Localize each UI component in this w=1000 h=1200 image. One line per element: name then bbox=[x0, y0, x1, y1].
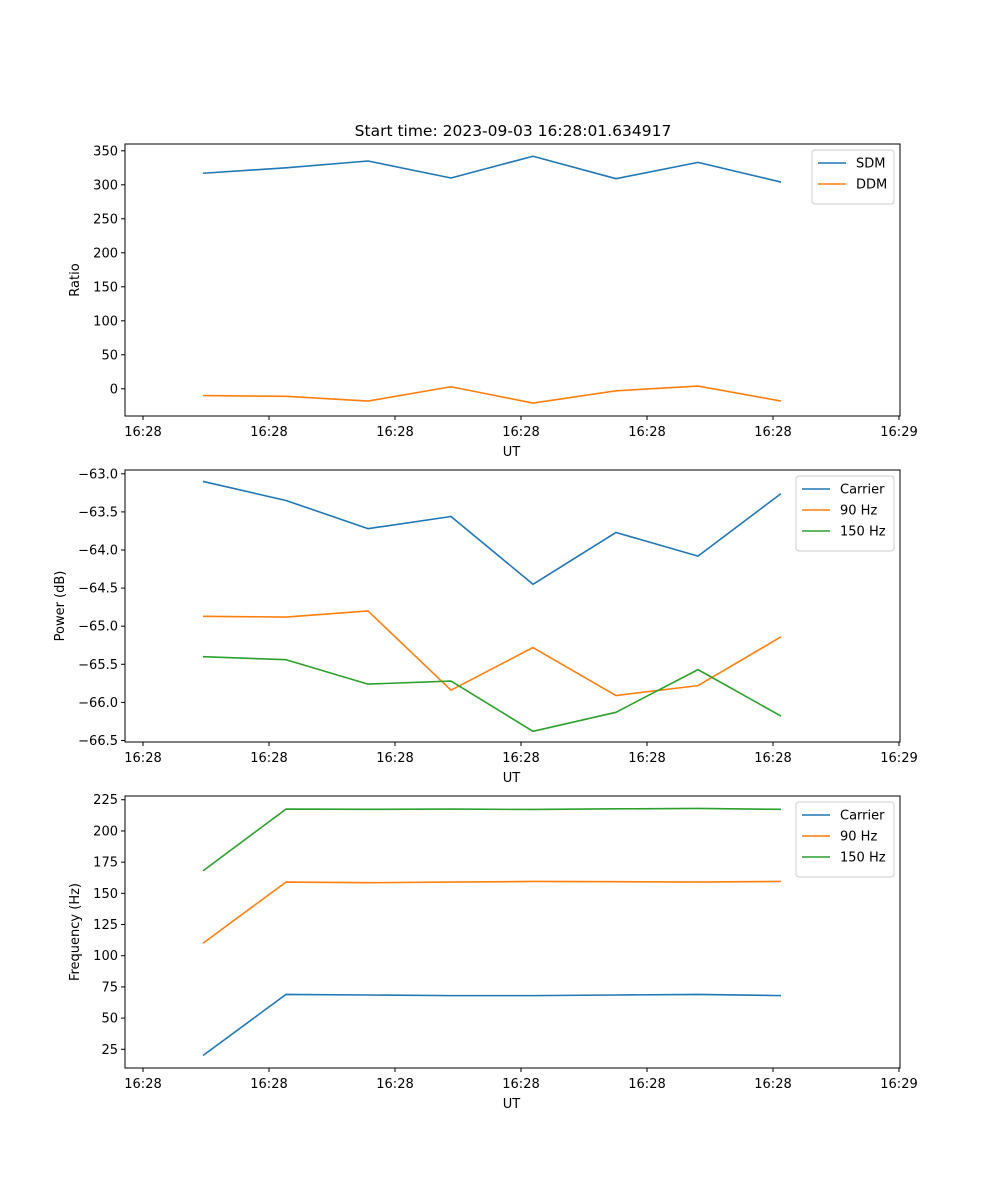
y-tick-label: 175 bbox=[93, 856, 118, 871]
y-tick-label: 75 bbox=[101, 980, 118, 995]
legend-label: 150 Hz bbox=[840, 525, 886, 540]
series-line-90-hz bbox=[202, 610, 782, 697]
x-tick-label: 16:28 bbox=[124, 425, 161, 440]
y-tick-label: 100 bbox=[93, 314, 118, 329]
y-tick-label: 350 bbox=[93, 144, 118, 159]
x-tick-label: 16:28 bbox=[628, 425, 665, 440]
chart-panels: 0 50 100 150 200 250 300 350 UT Ratio SDM DDM 16:28 1… bbox=[53, 143, 918, 1112]
x-tick-label: 16:28 bbox=[124, 1077, 161, 1092]
legend-label: Carrier bbox=[840, 483, 885, 498]
y-axis-label: Frequency (Hz) bbox=[68, 883, 83, 981]
axes-frame bbox=[124, 795, 901, 1069]
chart-panel-3: 25 50 75 100 125 150 175 200 225 UT Frequency (Hz)… bbox=[68, 793, 918, 1112]
legend-label: DDM bbox=[856, 178, 887, 193]
x-tick-label: 16:28 bbox=[502, 751, 539, 766]
x-tick-label: 16:28 bbox=[376, 425, 413, 440]
x-tick-label: 16:28 bbox=[754, 425, 791, 440]
y-tick-label: 50 bbox=[101, 348, 118, 363]
y-tick-label: −66.5 bbox=[78, 734, 118, 749]
chart-panel-2: −66.5 −66.0 −65.5 −65.0 −64.5 −64.0 −63.5 −63.0… bbox=[53, 467, 918, 786]
y-tick-label: −64.0 bbox=[78, 544, 118, 559]
x-tick-label: 16:28 bbox=[250, 425, 287, 440]
y-axis-label: Ratio bbox=[68, 263, 83, 296]
series-line-carrier bbox=[202, 993, 782, 1057]
legend-label: 90 Hz bbox=[840, 504, 877, 519]
axes-frame bbox=[124, 469, 901, 743]
series-line-carrier bbox=[202, 480, 782, 586]
y-tick-label: 100 bbox=[93, 949, 118, 964]
x-tick-label: 16:28 bbox=[628, 1077, 665, 1092]
legend-box bbox=[795, 475, 895, 552]
y-tick-label: 25 bbox=[101, 1043, 118, 1058]
series-line-sdm bbox=[202, 155, 782, 183]
y-tick-label: 150 bbox=[93, 887, 118, 902]
x-tick-label: 16:28 bbox=[502, 1077, 539, 1092]
y-tick-label: −65.0 bbox=[78, 620, 118, 635]
chart-panel-1: 0 50 100 150 200 250 300 350 UT Ratio SDM DDM 16:28 1… bbox=[68, 143, 918, 460]
x-tick-label: 16:28 bbox=[376, 751, 413, 766]
legend-label: Carrier bbox=[840, 809, 885, 824]
series-line-ddm bbox=[202, 385, 782, 404]
x-tick-label: 16:28 bbox=[250, 751, 287, 766]
x-axis-label: UT bbox=[503, 445, 521, 460]
y-tick-label: 200 bbox=[93, 246, 118, 261]
y-tick-label: 300 bbox=[93, 178, 118, 193]
legend-box bbox=[795, 801, 895, 878]
y-tick-label: 150 bbox=[93, 280, 118, 295]
x-tick-label: 16:28 bbox=[754, 1077, 791, 1092]
series-line-90-hz bbox=[202, 880, 782, 944]
x-tick-label: 16:28 bbox=[754, 751, 791, 766]
y-tick-label: 50 bbox=[101, 1012, 118, 1027]
y-axis-label: Power (dB) bbox=[53, 571, 68, 642]
x-axis-label: UT bbox=[503, 1097, 521, 1112]
y-tick-label: 250 bbox=[93, 212, 118, 227]
x-tick-label: 16:28 bbox=[124, 751, 161, 766]
y-tick-label: 125 bbox=[93, 918, 118, 933]
legend-label: SDM bbox=[856, 157, 885, 172]
chart-title: Start time: 2023-09-03 16:28:01.634917 bbox=[355, 122, 672, 140]
x-tick-label: 16:29 bbox=[880, 751, 917, 766]
x-tick-label: 16:28 bbox=[376, 1077, 413, 1092]
y-tick-label: −65.5 bbox=[78, 658, 118, 673]
y-tick-label: −64.5 bbox=[78, 582, 118, 597]
series-line-150-hz bbox=[202, 655, 782, 733]
legend-label: 150 Hz bbox=[840, 851, 886, 866]
x-tick-label: 16:29 bbox=[880, 1077, 917, 1092]
y-tick-label: −63.5 bbox=[78, 505, 118, 520]
x-tick-label: 16:28 bbox=[502, 425, 539, 440]
x-tick-label: 16:28 bbox=[250, 1077, 287, 1092]
axes-frame bbox=[124, 143, 901, 417]
x-tick-label: 16:28 bbox=[628, 751, 665, 766]
y-tick-label: 200 bbox=[93, 824, 118, 839]
x-axis-label: UT bbox=[503, 771, 521, 786]
y-tick-label: 0 bbox=[110, 382, 118, 397]
y-tick-label: 225 bbox=[93, 793, 118, 808]
x-tick-label: 16:29 bbox=[880, 425, 917, 440]
y-tick-label: −63.0 bbox=[78, 467, 118, 482]
legend-label: 90 Hz bbox=[840, 830, 877, 845]
y-tick-label: −66.0 bbox=[78, 696, 118, 711]
series-line-150-hz bbox=[202, 807, 782, 872]
